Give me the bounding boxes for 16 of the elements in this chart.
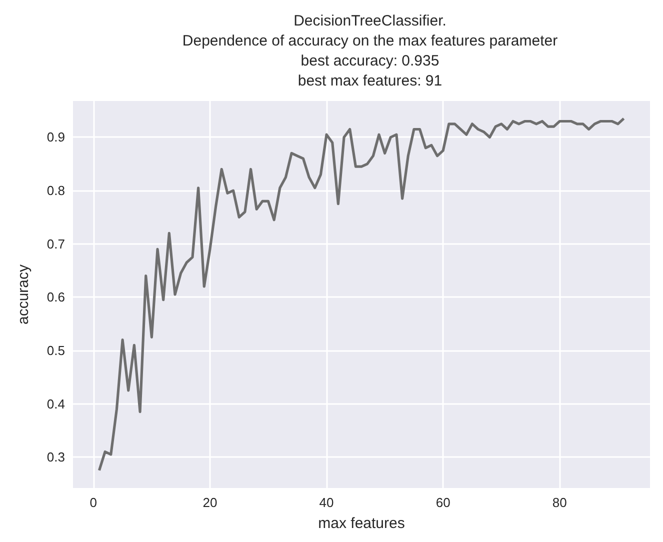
x-axis-title: max features — [318, 515, 405, 532]
chart-title: DecisionTreeClassifier. Dependence of accuracy on the max features parameter best accuracy: 0.935 best max features: 91 — [182, 12, 558, 90]
y-tick-label: 0.4 — [46, 396, 65, 412]
x-tick-label: 20 — [202, 495, 218, 510]
y-tick-label: 0.3 — [46, 450, 65, 465]
line-series — [98, 117, 626, 472]
y-axis-title: accuracy — [15, 264, 32, 325]
y-tick-label: 0.9 — [46, 130, 65, 145]
x-tick-label: 80 — [552, 495, 567, 510]
y-tick-label: 0.7 — [46, 236, 65, 252]
y-tick-label: 0.5 — [46, 342, 65, 358]
y-tick-label: 0.6 — [46, 290, 65, 305]
x-tick-label: 40 — [319, 495, 334, 510]
y-tick-label: 0.8 — [46, 183, 65, 198]
x-tick-label: 0 — [90, 495, 98, 510]
x-tick-label: 60 — [436, 495, 450, 510]
